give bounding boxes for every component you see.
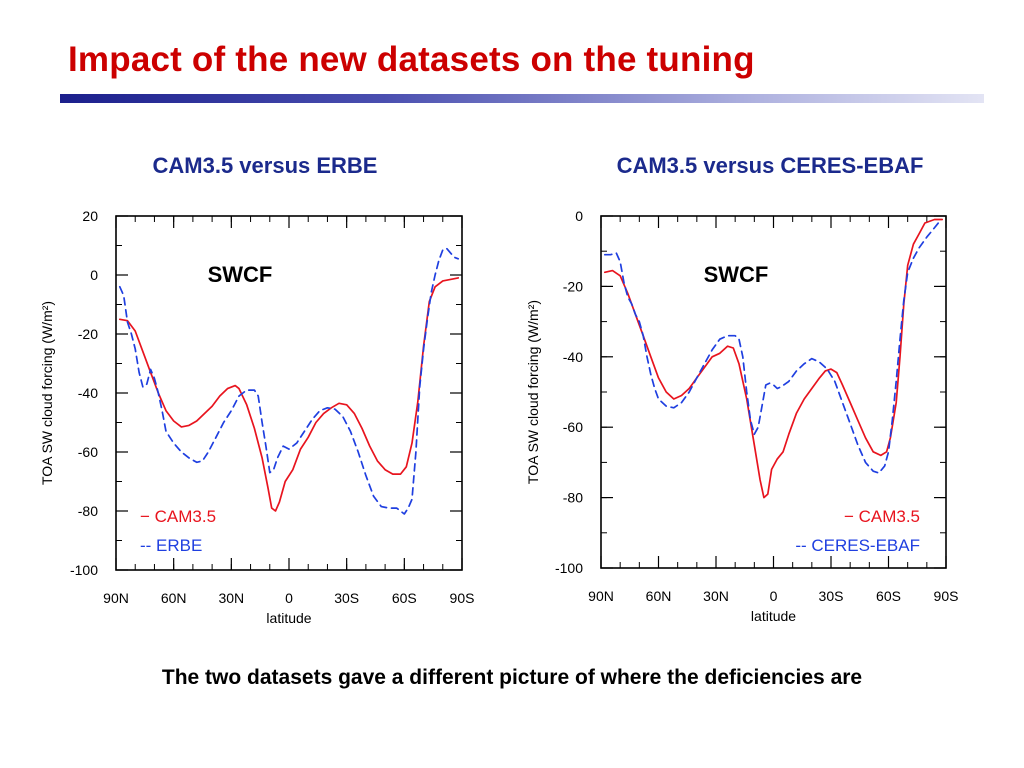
y-tick-label: -40 bbox=[563, 349, 583, 365]
x-tick-label: 60N bbox=[161, 590, 187, 606]
chart-title: SWCF bbox=[208, 262, 273, 287]
y-tick-label: -100 bbox=[70, 562, 98, 578]
y-tick-label: 0 bbox=[90, 267, 98, 283]
series-line-cam3-5 bbox=[603, 218, 944, 499]
x-tick-label: 30N bbox=[703, 588, 729, 604]
legend-entry: − CAM3.5 bbox=[844, 507, 920, 526]
x-tick-label: 0 bbox=[285, 590, 293, 606]
y-tick-label: -20 bbox=[563, 278, 583, 294]
x-tick-label: 0 bbox=[770, 588, 778, 604]
y-tick-label: -60 bbox=[563, 419, 583, 435]
x-axis-label: latitude bbox=[266, 610, 311, 626]
chart-ceres: 90N 60N 30N 0 30S 60S 90S 0 -20 -40 -60 -80 -100 lati… bbox=[525, 208, 959, 624]
title-underline bbox=[60, 94, 984, 103]
series-line-erbe bbox=[118, 247, 460, 515]
panel-heading-erbe: CAM3.5 versus ERBE bbox=[152, 153, 378, 178]
x-axis-label: latitude bbox=[751, 608, 796, 624]
x-tick-label: 60N bbox=[646, 588, 672, 604]
y-tick-label: 20 bbox=[82, 208, 98, 224]
y-tick-label: 0 bbox=[575, 208, 583, 224]
legend-entry: -- CERES-EBAF bbox=[795, 536, 920, 555]
x-tick-label: 30N bbox=[218, 590, 244, 606]
x-tick-label: 60S bbox=[392, 590, 417, 606]
x-tick-label: 60S bbox=[876, 588, 901, 604]
y-tick-label: -40 bbox=[78, 385, 98, 401]
y-tick-label: -80 bbox=[78, 503, 98, 519]
x-tick-label: 30S bbox=[334, 590, 359, 606]
y-axis-label: TOA SW cloud forcing (W/m²) bbox=[525, 300, 541, 484]
x-tick-label: 90S bbox=[934, 588, 959, 604]
slide-title: Impact of the new datasets on the tuning bbox=[68, 40, 755, 79]
legend-entry: − CAM3.5 bbox=[140, 507, 216, 526]
x-tick-label: 90N bbox=[588, 588, 614, 604]
panel-heading-ceres: CAM3.5 versus CERES-EBAF bbox=[616, 153, 924, 178]
y-tick-label: -20 bbox=[78, 326, 98, 342]
y-tick-label: -100 bbox=[555, 560, 583, 576]
series-line-cam3-5 bbox=[118, 277, 460, 512]
bottom-caption: The two datasets gave a different pictur… bbox=[161, 666, 863, 689]
chart-title: SWCF bbox=[704, 262, 769, 287]
y-axis-label: TOA SW cloud forcing (W/m²) bbox=[39, 301, 55, 485]
series-line-ceres-ebaf bbox=[603, 222, 944, 474]
y-tick-label: -80 bbox=[563, 490, 583, 506]
x-tick-label: 90S bbox=[450, 590, 475, 606]
legend-entry: -- ERBE bbox=[140, 536, 202, 555]
y-tick-label: -60 bbox=[78, 444, 98, 460]
chart-erbe: 90N 60N 30N 0 30S 60S 90S 20 0 -20 -40 -60 -80 -100 la… bbox=[39, 208, 475, 626]
x-tick-label: 90N bbox=[103, 590, 129, 606]
x-tick-label: 30S bbox=[819, 588, 844, 604]
